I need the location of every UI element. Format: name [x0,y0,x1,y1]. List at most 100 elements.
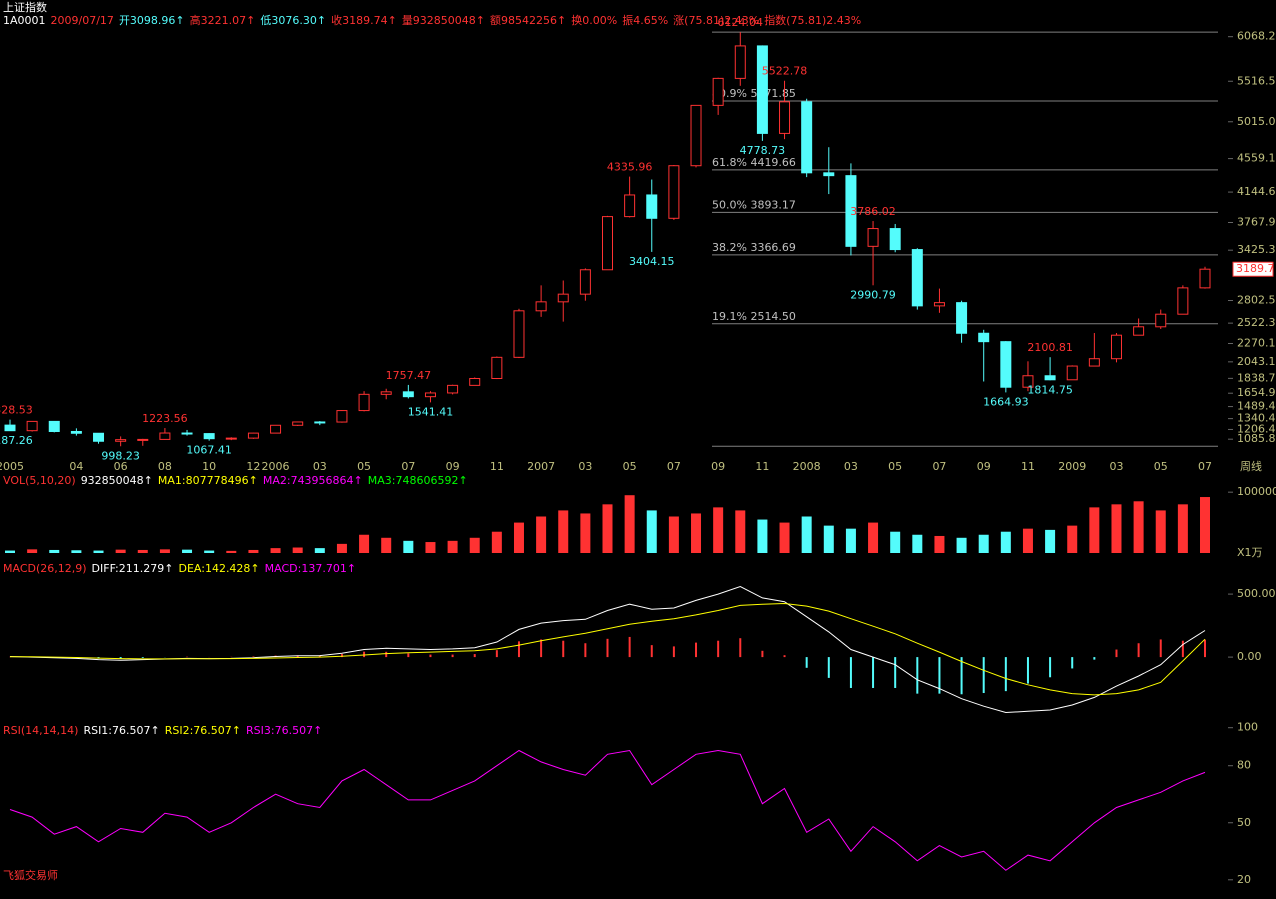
volume-bar [779,522,790,553]
candle-body [646,194,658,219]
volume-bar [27,549,38,553]
index-title: 上证指数 [3,0,47,14]
volume-bar [934,535,945,553]
rsi-line [9,749,1206,871]
y-tick-label: 1654.9 [1237,386,1276,399]
volume-bar [1045,529,1056,553]
volume-bar [447,540,458,553]
y-tick-label: 2043.1 [1237,355,1276,368]
indicator-value: MACD:137.701↑ [265,562,356,575]
high-label: 1223.56 [142,412,188,425]
x-tick-label: 03 [313,460,327,473]
y-tick-label: 6068.2 [1237,30,1276,43]
volume-bar [624,495,635,553]
volume-bar [713,507,724,553]
candle-body [668,165,680,219]
volume-bar [868,522,879,553]
x-tick-label: 2008 [793,460,821,473]
candle-body [270,424,282,434]
candle-body [933,302,945,307]
x-tick-label: 09 [446,460,460,473]
low-label: 1187.26 [0,434,33,447]
candle-body [181,432,193,435]
y-tick-label: 100000 [1237,485,1276,498]
volume-bar [1133,501,1144,553]
candle-body [1177,287,1189,315]
candle-body [911,249,923,307]
candle-body [535,301,547,312]
y-tick-label: 5516.5 [1237,74,1276,87]
x-tick-label: 07 [667,460,681,473]
x-tick-label: 11 [490,460,504,473]
volume-bar [182,549,193,553]
x-tick-label: 05 [1154,460,1168,473]
candle-body [557,293,569,303]
y-tick-label: 0.00 [1237,650,1262,663]
y-tick-label: 20 [1237,873,1251,886]
fib-label: 38.2% 3366.69 [712,241,796,254]
volume-bar [93,550,104,553]
volume-bar [735,510,746,553]
unit-label: X1万 [1237,546,1263,559]
x-tick-label: 09 [711,460,725,473]
low-label: 3404.15 [629,255,675,268]
indicator-value: MA2:743956864↑ [263,474,363,487]
macd-line [9,602,1206,696]
volume-bar [71,550,82,553]
quote-item: 涨(75.81)2.43% [673,14,759,27]
volume-bar [890,531,901,553]
high-label: 3786.02 [850,205,896,218]
indicator-value: MA1:807778496↑ [158,474,258,487]
low-label: 998.23 [101,449,140,462]
x-tick-label: 11 [755,460,769,473]
y-tick-label: 4559.1 [1237,152,1276,165]
candle-body [602,216,613,271]
low-label: 4778.73 [740,144,786,157]
indicator-title: MACD(26,12,9) [3,562,87,575]
candle-body [115,439,127,442]
stock-code: 1A0001 [3,14,46,27]
x-tick-label: 08 [158,460,172,473]
candle-body [1199,268,1211,289]
fib-label: 80.9% 5271.85 [712,87,796,100]
volume-bar [1067,525,1078,553]
candle-body [247,432,259,439]
volume-bar [381,537,392,553]
candle-body [756,45,768,134]
volume-bar [226,550,237,553]
high-label: 5522.78 [762,65,808,78]
candle-body [292,421,304,426]
x-tick-label: 06 [114,460,128,473]
candle-body [779,101,791,134]
candle-body [513,310,525,358]
candle-body [956,302,968,334]
candle-body [358,393,370,412]
x-tick-label: 03 [1109,460,1123,473]
candle-body [845,175,857,247]
y-tick-label: 1838.7 [1237,371,1276,384]
x-tick-label: 2007 [527,460,555,473]
x-tick-label: 11 [1021,460,1035,473]
quote-item: 低3076.30↑ [260,14,326,27]
volume-bar [558,510,569,553]
candle-body [712,77,724,106]
y-tick-label: 3425.3 [1237,243,1276,256]
candle-body [424,392,436,398]
x-tick-label: 04 [69,460,83,473]
volume-bar [248,549,259,553]
candle-body [447,384,459,394]
high-label: 2100.81 [1027,341,1073,354]
candle-body [336,410,348,423]
candle-body [734,45,746,79]
candle-body [1088,358,1100,367]
quote-item: 振4.65% [622,13,668,27]
footer-brand: 飞狐交易师 [3,868,58,882]
y-tick-label: 100 [1237,721,1258,734]
x-tick-label: 03 [578,460,592,473]
candle-body [579,269,591,295]
x-tick-label: 09 [977,460,991,473]
fib-label: 61.8% 4419.66 [712,156,796,169]
x-tick-label: 05 [623,460,637,473]
period-label: 周线 [1240,459,1262,473]
